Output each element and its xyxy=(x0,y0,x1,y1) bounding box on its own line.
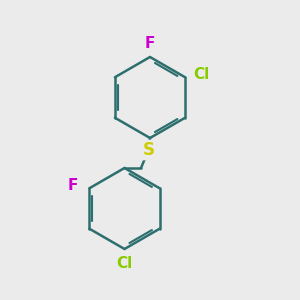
Text: S: S xyxy=(142,141,154,159)
Text: F: F xyxy=(68,178,78,193)
Text: Cl: Cl xyxy=(194,67,210,82)
Text: Cl: Cl xyxy=(116,256,133,271)
Text: F: F xyxy=(145,36,155,51)
